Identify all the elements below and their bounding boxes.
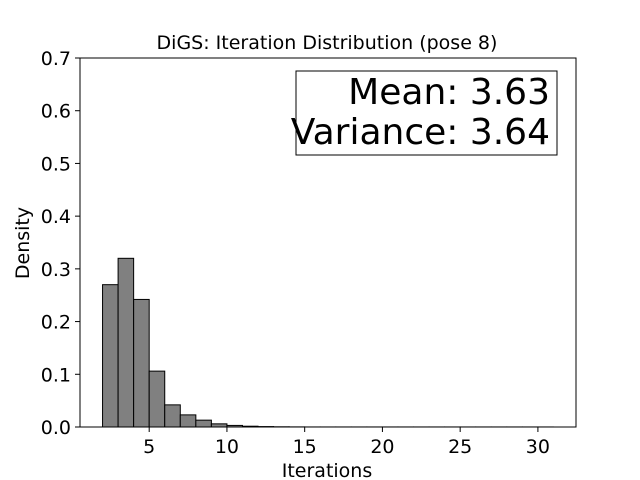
chart-title: DiGS: Iteration Distribution (pose 8) [157,32,498,54]
annotation-mean: Mean: 3.63 [348,72,550,113]
x-tick-label: 20 [370,436,394,458]
plot-frame [79,57,577,428]
histogram-bar [133,298,150,428]
x-tick-label: 5 [143,436,155,458]
y-tick-label: 0.5 [41,153,71,175]
y-tick-label: 0.3 [41,259,71,281]
histogram-bar [179,414,197,428]
annotation-box [295,70,558,156]
histogram-bar [164,404,181,428]
y-tick-label: 0.6 [41,101,71,123]
histogram-bar [117,257,135,428]
histogram-bar [148,370,166,428]
histogram-bar [102,284,119,428]
x-tick-label: 25 [448,436,472,458]
y-axis-label: Density [12,207,34,279]
x-axis-ticks: 5 10 15 20 25 30 [143,427,550,458]
y-tick-label: 0.7 [41,48,71,70]
x-axis-label: Iterations [282,460,373,480]
annotation-variance: Variance: 3.64 [291,112,550,153]
histogram-bar [195,419,212,428]
x-tick-label: 15 [293,436,317,458]
y-tick-label: 0.1 [41,364,71,386]
bars-group [102,257,554,428]
y-tick-label: 0.2 [41,312,71,334]
x-tick-label: 10 [215,436,239,458]
y-axis-ticks: 0.0 0.1 0.2 0.3 0.4 0.5 0.6 0.7 [41,48,80,439]
x-tick-label: 30 [526,436,550,458]
y-tick-label: 0.4 [41,206,71,228]
y-tick-label: 0.0 [41,417,71,439]
